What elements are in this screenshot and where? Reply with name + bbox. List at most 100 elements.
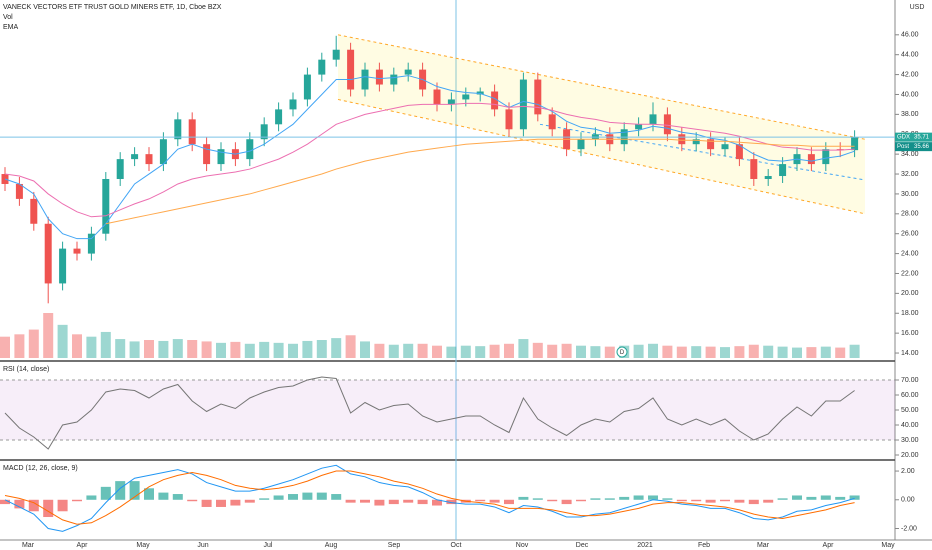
macd-histogram-bar — [734, 499, 745, 503]
volume-bar — [648, 343, 658, 358]
y-tick-label: 22.00 — [901, 270, 919, 277]
volume-bar — [172, 339, 183, 358]
y-tick-label: 40.00 — [901, 422, 919, 429]
volume-bar — [244, 343, 255, 358]
macd-line — [4, 470, 855, 525]
macd-histogram-bar — [144, 488, 154, 500]
candle-body — [707, 139, 715, 150]
candle-body — [318, 59, 326, 75]
candle-body — [447, 99, 455, 105]
volume-bar — [432, 345, 442, 358]
volume-bar — [100, 331, 111, 358]
volume-bar — [144, 340, 154, 358]
y-tick-label: 20.00 — [901, 452, 919, 459]
macd-histogram-bar — [633, 495, 644, 500]
y-tick-label: 40.00 — [901, 91, 919, 98]
macd-histogram-bar — [331, 494, 342, 500]
candle-body — [87, 233, 95, 254]
volume-bar — [820, 346, 831, 358]
volume-bar — [403, 343, 414, 358]
candle-body — [678, 134, 686, 145]
ema-line — [4, 102, 855, 218]
rsi-line — [4, 376, 855, 450]
volume-bar — [86, 336, 97, 358]
candle-body — [289, 99, 297, 110]
macd-histogram-bar — [216, 499, 226, 507]
x-tick-label: Apr — [823, 542, 835, 549]
volume-bar — [806, 347, 817, 358]
candle-body — [59, 248, 67, 284]
y-tick-label: 30.00 — [901, 191, 919, 198]
volume-label: Vol — [3, 14, 13, 21]
x-tick-label: Apr — [77, 542, 89, 549]
candle-body — [303, 74, 311, 100]
macd-histogram-bar — [676, 499, 687, 502]
volume-bar — [129, 341, 140, 358]
volume-bar — [216, 342, 226, 358]
y-tick-label: 30.00 — [901, 437, 919, 444]
macd-histogram-bar — [374, 499, 385, 506]
macd-line — [4, 464, 855, 532]
candle-body — [721, 144, 729, 150]
macd-histogram-bar — [835, 496, 846, 500]
macd-histogram-bar — [619, 496, 630, 500]
candle-body — [735, 144, 743, 160]
ema-label: EMA — [3, 24, 19, 31]
x-tick-label: Feb — [698, 542, 710, 549]
candle-body — [260, 124, 268, 140]
candle-body — [174, 119, 182, 140]
y-tick-label: 38.00 — [901, 111, 919, 118]
last-price-name: GDX — [897, 135, 910, 141]
macd-histogram-bar — [360, 499, 370, 503]
volume-bar — [691, 346, 702, 358]
macd-histogram-bar — [748, 499, 759, 505]
macd-histogram-bar — [288, 494, 298, 500]
y-tick-label: 16.00 — [901, 330, 919, 337]
y-tick-label: 26.00 — [901, 231, 919, 238]
macd-histogram-bar — [648, 495, 658, 500]
macd-histogram-bar — [662, 498, 673, 500]
macd-histogram-bar — [403, 499, 414, 503]
candle-body — [159, 139, 167, 165]
x-tick-label: Dec — [576, 542, 589, 549]
macd-histogram-bar — [561, 499, 572, 505]
macd-histogram-bar — [590, 498, 601, 500]
x-tick-label: 2021 — [637, 542, 653, 549]
macd-histogram-bar — [129, 481, 140, 500]
macd-histogram-bar — [0, 499, 10, 505]
last-price-box — [895, 132, 932, 142]
candle-body — [390, 74, 398, 85]
macd-histogram-bar — [115, 481, 126, 500]
macd-histogram-bar — [14, 499, 25, 509]
volume-bar — [57, 324, 68, 358]
volume-bar — [460, 345, 471, 358]
volume-bar — [676, 346, 687, 358]
y-tick-label: 70.00 — [901, 377, 919, 384]
y-tick-label: -2.00 — [901, 525, 917, 532]
macd-histogram-bar — [489, 499, 500, 503]
volume-bar — [748, 344, 759, 358]
macd-histogram-bar — [72, 499, 82, 502]
macd-histogram-bar — [446, 499, 457, 505]
volume-bar — [705, 346, 716, 358]
volume-bar — [259, 341, 270, 358]
candle-body — [361, 69, 369, 90]
candle-body — [131, 154, 139, 160]
candle-body — [73, 248, 81, 254]
volume-bar — [489, 344, 500, 358]
candle-body — [30, 198, 38, 224]
x-tick-label: Sep — [388, 542, 401, 549]
volume-bar — [792, 347, 802, 358]
macd-histogram-bar — [230, 499, 241, 506]
volume-bar — [547, 344, 558, 358]
macd-histogram-bar — [158, 492, 169, 500]
candle-body — [145, 154, 153, 165]
y-tick-label: 20.00 — [901, 290, 919, 297]
macd-histogram-bar — [302, 492, 313, 500]
macd-histogram-bar — [273, 495, 284, 500]
macd-title: MACD (12, 26, close, 9) — [3, 465, 78, 472]
volume-bar — [331, 338, 342, 358]
channel-fill — [338, 34, 865, 214]
volume-bar — [720, 347, 730, 358]
